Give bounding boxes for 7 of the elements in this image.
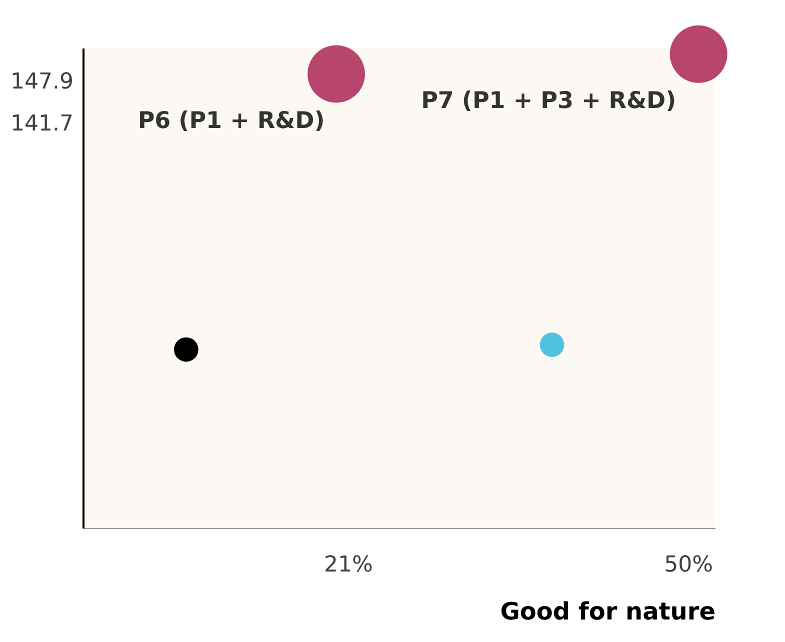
annotation: P7 (P1 + P3 + R&D)	[421, 88, 676, 114]
annotation: P6 (P1 + R&D)	[138, 108, 325, 134]
y-tick-label: 141.7	[10, 112, 74, 137]
x-axis-title: Good for nature	[500, 598, 716, 626]
x-tick-label: 50%	[664, 552, 713, 578]
y-tick-label: 147.9	[10, 69, 74, 94]
x-tick-label: 21%	[324, 552, 373, 578]
